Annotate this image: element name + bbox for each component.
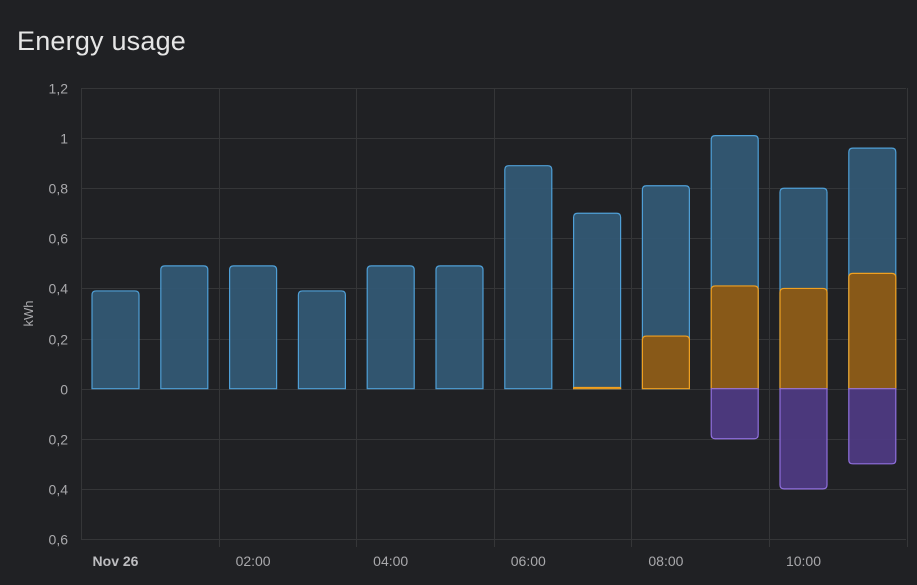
consumption-bar [366,265,415,390]
y-tick-label: 0 [60,382,68,398]
y-tick-label: 0,6 [49,532,69,548]
y-tick-label: 1,2 [49,81,69,97]
consumption-bar [573,212,622,390]
y-tick-label: 0,6 [49,231,69,247]
return-bar [710,388,759,440]
solar-bar [573,386,622,390]
y-tick-label: 0,4 [49,281,69,297]
solar-bar [641,335,690,390]
solar-bar [779,287,828,390]
consumption-bar [229,265,278,390]
y-axis-label: kWh [21,301,36,327]
x-tick-label: Nov 26 [93,553,139,569]
x-tick-label: 02:00 [236,553,271,569]
y-tick-label: 0,2 [49,332,69,348]
y-tick-label: 1 [60,131,68,147]
consumption-bar [297,290,346,390]
x-tick-label: 08:00 [648,553,683,569]
consumption-bar [504,165,553,390]
x-tick-label: 10:00 [786,553,821,569]
y-tick-label: 0,2 [49,432,69,448]
x-tick-label: 06:00 [511,553,546,569]
card-title: Energy usage [17,26,187,56]
return-bar [848,388,897,465]
y-tick-label: 0,4 [49,482,69,498]
x-tick-label: 04:00 [373,553,408,569]
y-tick-label: 0,8 [49,181,69,197]
solar-bar [848,272,897,390]
return-bar [779,388,828,490]
solar-bar [710,285,759,390]
consumption-bar [435,265,484,390]
consumption-bar [160,265,209,390]
consumption-bar [91,290,140,390]
